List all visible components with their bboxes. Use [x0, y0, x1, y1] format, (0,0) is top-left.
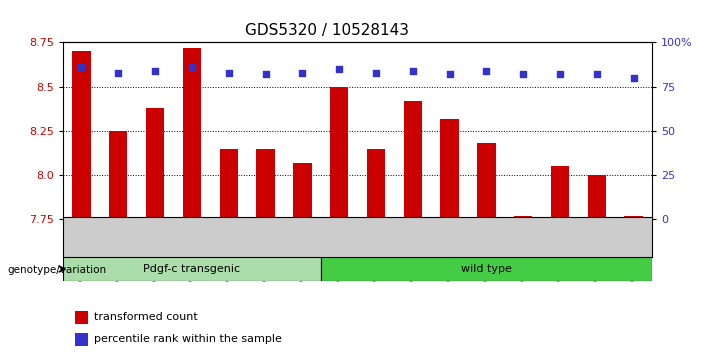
Point	[554, 72, 566, 77]
Point	[407, 68, 418, 74]
Bar	[146, 108, 164, 219]
Point	[517, 72, 529, 77]
Point	[444, 72, 455, 77]
Bar	[75, 333, 88, 346]
Bar	[219, 149, 238, 219]
Text: wild type: wild type	[461, 264, 512, 274]
Bar	[257, 149, 275, 219]
Bar	[625, 216, 643, 219]
Bar	[75, 311, 88, 324]
Bar	[109, 131, 128, 219]
Bar	[183, 48, 201, 219]
Point	[628, 75, 639, 81]
Text: Pdgf-c transgenic: Pdgf-c transgenic	[143, 264, 240, 274]
Bar	[367, 149, 385, 219]
Point	[76, 64, 87, 70]
FancyBboxPatch shape	[63, 257, 320, 281]
Bar	[551, 166, 569, 219]
Text: genotype/variation: genotype/variation	[7, 265, 106, 275]
Bar	[514, 216, 532, 219]
Bar	[587, 175, 606, 219]
Bar	[72, 51, 90, 219]
Point	[113, 70, 124, 75]
Text: percentile rank within the sample: percentile rank within the sample	[94, 335, 282, 344]
Point	[186, 64, 198, 70]
Point	[334, 66, 345, 72]
Point	[481, 68, 492, 74]
Point	[370, 70, 381, 75]
Point	[260, 72, 271, 77]
Bar	[293, 163, 311, 219]
Bar	[477, 143, 496, 219]
Bar	[404, 101, 422, 219]
Point	[223, 70, 234, 75]
Point	[297, 70, 308, 75]
FancyBboxPatch shape	[320, 257, 652, 281]
Point	[149, 68, 161, 74]
Text: GDS5320 / 10528143: GDS5320 / 10528143	[245, 23, 409, 38]
Text: transformed count: transformed count	[94, 312, 198, 322]
Point	[591, 72, 602, 77]
Bar	[440, 119, 458, 219]
Bar	[330, 87, 348, 219]
